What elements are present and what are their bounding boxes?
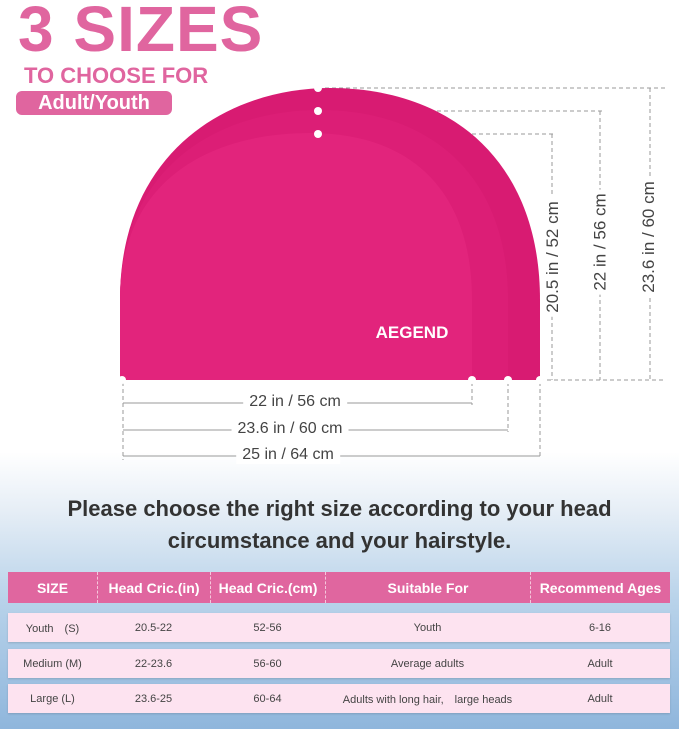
brand-logo: AEGEND [376,323,449,342]
cell: 20.5-22 [134,621,173,634]
cell: 56-60 [253,657,282,670]
measure-dots [118,84,544,384]
advice-line-1: Please choose the right size according t… [67,496,612,521]
cell: Average adults [390,657,465,670]
title: 3 SIZES [18,0,264,65]
height-medium: 22 in / 56 cm [590,189,611,295]
cell: 22-23.6 [134,657,173,670]
cell: 60-64 [253,692,282,705]
header-cm: Head Cric.(cm) [210,572,325,603]
cell: Adult [587,692,613,705]
cell: Adult [587,657,613,670]
header-suitable: Suitable For [325,572,530,603]
width-medium: 23.6 in / 60 cm [231,420,349,438]
table-row: Large (L) 23.6-25 60-64 Adults with long… [8,684,670,713]
width-large: 25 in / 64 cm [236,446,340,464]
cell: 23.6-25 [134,692,173,705]
header-size: SIZE [36,579,69,596]
subtitle: TO CHOOSE FOR [24,63,209,88]
cell: 52-56 [253,621,282,634]
cell: Large (L) [30,692,75,705]
size-advice: Please choose the right size according t… [0,493,679,557]
cell: Medium (M) [23,657,82,670]
height-small: 20.5 in / 52 cm [542,197,563,317]
advice-line-2: circumstance and your hairstyle. [167,528,512,553]
table-row: Youth (S) 20.5-22 52-56 Youth 6-16 [8,613,670,642]
header-ages: Recommend Ages [530,572,670,603]
cap-small [120,133,472,380]
cell: Youth [413,621,442,634]
width-small: 22 in / 56 cm [243,393,347,411]
cell: Adults with long hair, large heads [342,693,513,706]
cell: 6-16 [588,621,612,634]
table-header: SIZE Head Cric.(in) Head Cric.(cm) Suita… [8,572,670,603]
swim-caps-illustration: AEGEND [118,84,665,460]
height-large: 23.6 in / 60 cm [638,177,659,297]
header-in: Head Cric.(in) [97,572,210,603]
table-row: Medium (M) 22-23.6 56-60 Average adults … [8,649,670,678]
audience-badge: Adult/Youth [16,91,172,115]
cell: Youth (S) [25,622,80,635]
